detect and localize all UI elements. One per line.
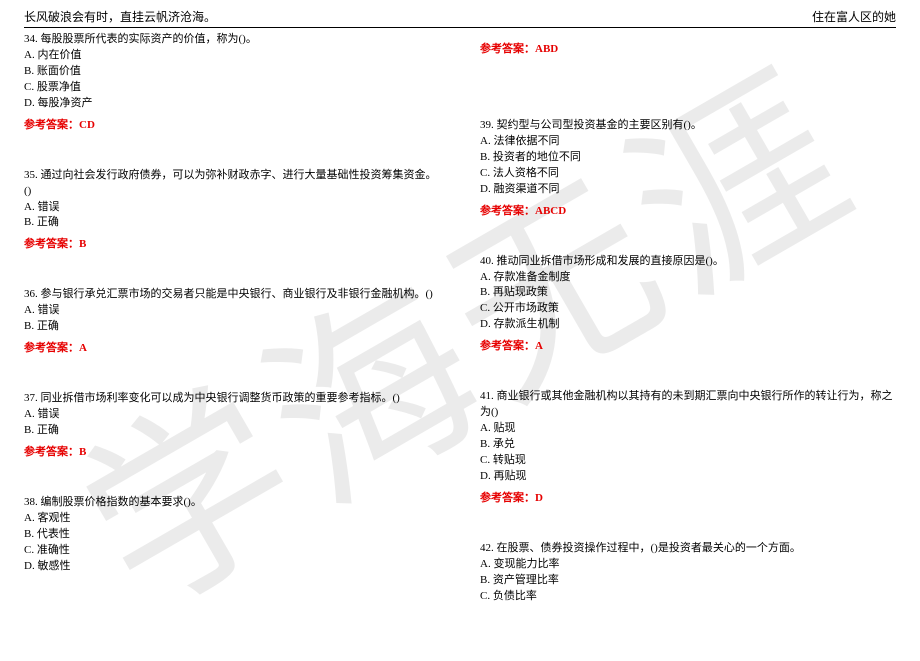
answer-line: 参考答案：B xyxy=(24,445,440,461)
question-option: A. 客观性 xyxy=(24,511,440,527)
answer-line: 参考答案：B xyxy=(24,237,440,253)
page-header: 长风破浪会有时，直挂云帆济沧海。 住在富人区的她 xyxy=(24,8,896,28)
question-option: C. 法人资格不同 xyxy=(480,166,896,182)
two-column-layout: 34. 每股股票所代表的实际资产的价值，称为()。 A. 内在价值 B. 账面价… xyxy=(24,32,896,605)
question-block: 35. 通过向社会发行政府债券，可以为弥补财政赤字、进行大量基础性投资筹集资金。… xyxy=(24,168,440,254)
question-option: A. 错误 xyxy=(24,407,440,423)
question-stem: 40. 推动同业拆借市场形成和发展的直接原因是()。 xyxy=(480,254,896,270)
question-option: A. 存款准备金制度 xyxy=(480,270,896,286)
question-option: B. 账面价值 xyxy=(24,64,440,80)
question-option: D. 融资渠道不同 xyxy=(480,182,896,198)
question-stem: 34. 每股股票所代表的实际资产的价值，称为()。 xyxy=(24,32,440,48)
answer-value: A xyxy=(79,342,87,354)
question-option: B. 代表性 xyxy=(24,527,440,543)
left-column: 34. 每股股票所代表的实际资产的价值，称为()。 A. 内在价值 B. 账面价… xyxy=(24,32,440,605)
question-block: 参考答案：ABD xyxy=(480,42,896,58)
question-option: A. 变现能力比率 xyxy=(480,557,896,573)
question-option: A. 贴现 xyxy=(480,421,896,437)
answer-label: 参考答案： xyxy=(480,205,535,217)
question-option: C. 准确性 xyxy=(24,543,440,559)
answer-line: 参考答案：D xyxy=(480,491,896,507)
question-stem: 41. 商业银行或其他金融机构以其持有的未到期汇票向中央银行所作的转让行为，称之… xyxy=(480,389,896,421)
question-option: D. 每股净资产 xyxy=(24,96,440,112)
question-option: C. 公开市场政策 xyxy=(480,301,896,317)
right-column: 参考答案：ABD 39. 契约型与公司型投资基金的主要区别有()。 A. 法律依… xyxy=(480,32,896,605)
answer-label: 参考答案： xyxy=(480,492,535,504)
answer-value: ABD xyxy=(535,43,558,55)
question-stem: 35. 通过向社会发行政府债券，可以为弥补财政赤字、进行大量基础性投资筹集资金。… xyxy=(24,168,440,200)
question-block: 36. 参与银行承兑汇票市场的交易者只能是中央银行、商业银行及非银行金融机构。(… xyxy=(24,287,440,357)
answer-label: 参考答案： xyxy=(24,342,79,354)
question-option: A. 内在价值 xyxy=(24,48,440,64)
header-left: 长风破浪会有时，直挂云帆济沧海。 xyxy=(24,8,216,25)
question-option: C. 负债比率 xyxy=(480,589,896,605)
answer-line: 参考答案：A xyxy=(24,341,440,357)
question-option: B. 承兑 xyxy=(480,437,896,453)
question-stem: 39. 契约型与公司型投资基金的主要区别有()。 xyxy=(480,118,896,134)
question-block: 37. 同业拆借市场利率变化可以成为中央银行调整货币政策的重要参考指标。() A… xyxy=(24,391,440,461)
question-option: B. 正确 xyxy=(24,215,440,231)
answer-value: A xyxy=(535,340,543,352)
question-option: C. 转贴现 xyxy=(480,453,896,469)
question-stem: 38. 编制股票价格指数的基本要求()。 xyxy=(24,495,440,511)
question-stem: 36. 参与银行承兑汇票市场的交易者只能是中央银行、商业银行及非银行金融机构。(… xyxy=(24,287,440,303)
question-option: B. 资产管理比率 xyxy=(480,573,896,589)
answer-line: 参考答案：ABCD xyxy=(480,204,896,220)
question-option: B. 投资者的地位不同 xyxy=(480,150,896,166)
question-block: 41. 商业银行或其他金融机构以其持有的未到期汇票向中央银行所作的转让行为，称之… xyxy=(480,389,896,507)
answer-value: B xyxy=(79,446,86,458)
question-option: B. 正确 xyxy=(24,423,440,439)
answer-label: 参考答案： xyxy=(24,446,79,458)
question-option: A. 错误 xyxy=(24,303,440,319)
question-block: 34. 每股股票所代表的实际资产的价值，称为()。 A. 内在价值 B. 账面价… xyxy=(24,32,440,134)
question-option: B. 正确 xyxy=(24,319,440,335)
question-block: 39. 契约型与公司型投资基金的主要区别有()。 A. 法律依据不同 B. 投资… xyxy=(480,118,896,220)
question-stem: 37. 同业拆借市场利率变化可以成为中央银行调整货币政策的重要参考指标。() xyxy=(24,391,440,407)
answer-label: 参考答案： xyxy=(480,43,535,55)
question-stem: 42. 在股票、债券投资操作过程中，()是投资者最关心的一个方面。 xyxy=(480,541,896,557)
answer-value: ABCD xyxy=(535,205,566,217)
answer-value: CD xyxy=(79,119,95,131)
question-option: D. 存款派生机制 xyxy=(480,317,896,333)
page-content: 长风破浪会有时，直挂云帆济沧海。 住在富人区的她 34. 每股股票所代表的实际资… xyxy=(0,0,920,605)
answer-label: 参考答案： xyxy=(24,238,79,250)
answer-value: B xyxy=(79,238,86,250)
answer-label: 参考答案： xyxy=(480,340,535,352)
answer-line: 参考答案：CD xyxy=(24,118,440,134)
answer-label: 参考答案： xyxy=(24,119,79,131)
question-block: 42. 在股票、债券投资操作过程中，()是投资者最关心的一个方面。 A. 变现能… xyxy=(480,541,896,605)
answer-line: 参考答案：A xyxy=(480,339,896,355)
question-block: 40. 推动同业拆借市场形成和发展的直接原因是()。 A. 存款准备金制度 B.… xyxy=(480,254,896,356)
answer-value: D xyxy=(535,492,543,504)
answer-line: 参考答案：ABD xyxy=(480,42,896,58)
question-option: C. 股票净值 xyxy=(24,80,440,96)
question-block: 38. 编制股票价格指数的基本要求()。 A. 客观性 B. 代表性 C. 准确… xyxy=(24,495,440,575)
question-option: D. 再贴现 xyxy=(480,469,896,485)
question-option: A. 法律依据不同 xyxy=(480,134,896,150)
question-option: D. 敏感性 xyxy=(24,559,440,575)
question-option: B. 再贴现政策 xyxy=(480,285,896,301)
header-right: 住在富人区的她 xyxy=(812,8,896,25)
question-option: A. 错误 xyxy=(24,200,440,216)
